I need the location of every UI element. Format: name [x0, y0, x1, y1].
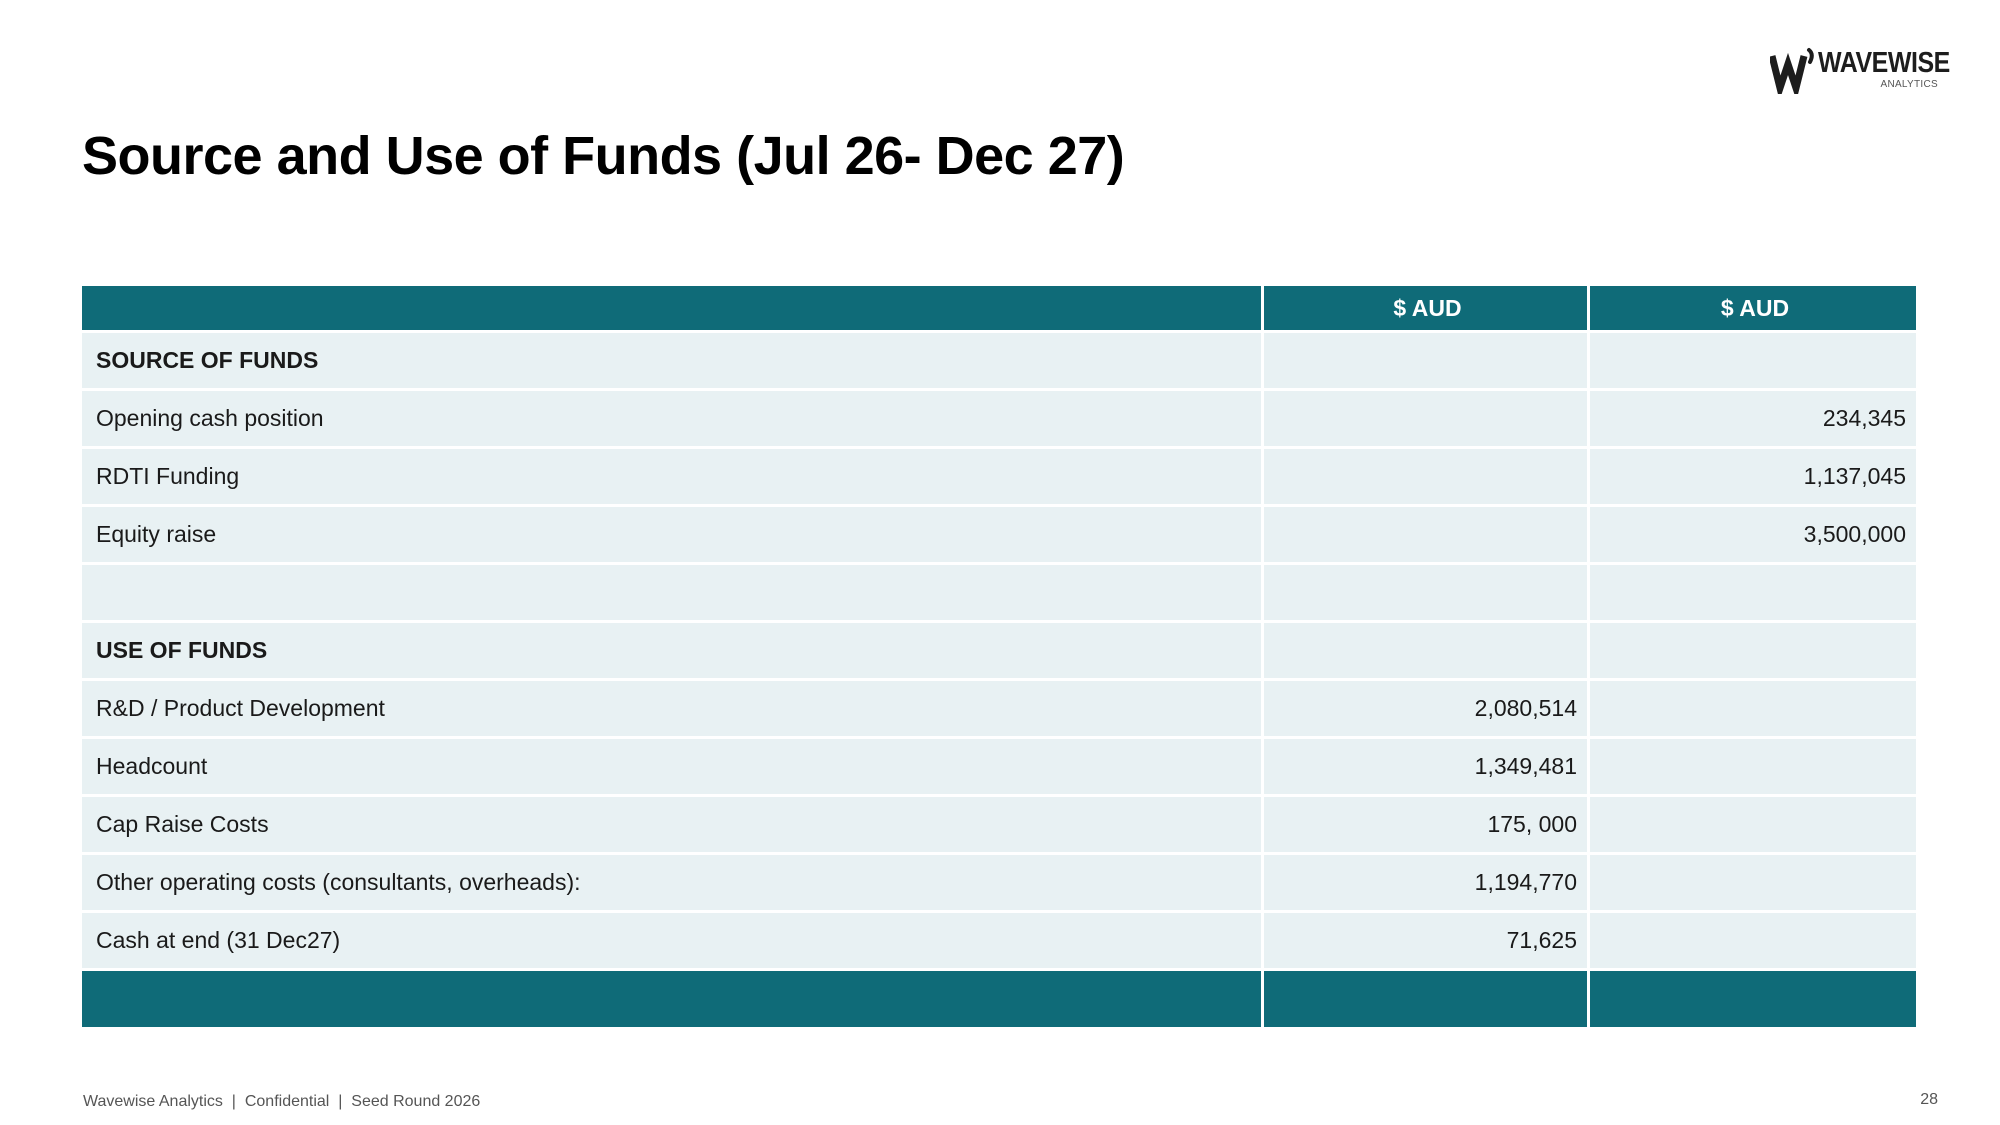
- table-cell: 1,137,045: [1590, 449, 1916, 507]
- table-row: Cap Raise Costs 175, 000: [82, 797, 1916, 855]
- logo-subtitle: ANALYTICS: [1880, 79, 1938, 90]
- table-row: Other operating costs (consultants, over…: [82, 855, 1916, 913]
- page-number: 28: [1920, 1091, 1938, 1108]
- table-cell: [1590, 681, 1916, 739]
- table-cell: [1590, 565, 1916, 623]
- row-label: Cash at end (31 Dec27): [82, 913, 1264, 971]
- table-cell: 3,500,000: [1590, 507, 1916, 565]
- footer-cell: [1264, 971, 1590, 1027]
- page-title: Source and Use of Funds (Jul 26- Dec 27): [82, 126, 1125, 186]
- footer-text: Wavewise Analytics | Confidential | Seed…: [83, 1093, 481, 1110]
- row-label: RDTI Funding: [82, 449, 1264, 507]
- table-cell: [1264, 449, 1590, 507]
- row-label: [82, 565, 1264, 623]
- section-heading-use: USE OF FUNDS: [82, 623, 1264, 681]
- table-cell: [1264, 623, 1590, 681]
- table-cell: 71,625: [1264, 913, 1590, 971]
- table-cell: [1590, 797, 1916, 855]
- table-header-row: $ AUD $ AUD: [82, 286, 1916, 333]
- table-cell: 1,194,770: [1264, 855, 1590, 913]
- table-row: Opening cash position 234,345: [82, 391, 1916, 449]
- table-footer-row: [82, 971, 1916, 1027]
- row-label: Equity raise: [82, 507, 1264, 565]
- table-row-source-heading: SOURCE OF FUNDS: [82, 333, 1916, 391]
- row-label: Opening cash position: [82, 391, 1264, 449]
- table-cell: [1590, 855, 1916, 913]
- table-row-spacer: [82, 565, 1916, 623]
- table-cell: [1264, 565, 1590, 623]
- header-aud-column-2: $ AUD: [1590, 286, 1916, 333]
- table-row: Headcount 1,349,481: [82, 739, 1916, 797]
- table-row: Cash at end (31 Dec27) 71,625: [82, 913, 1916, 971]
- header-label-cell: [82, 286, 1264, 333]
- row-label: Cap Raise Costs: [82, 797, 1264, 855]
- table-cell: [1590, 623, 1916, 681]
- table-row-use-heading: USE OF FUNDS: [82, 623, 1916, 681]
- table-cell: 2,080,514: [1264, 681, 1590, 739]
- row-label: Other operating costs (consultants, over…: [82, 855, 1264, 913]
- row-label: R&D / Product Development: [82, 681, 1264, 739]
- table-cell: [1590, 913, 1916, 971]
- table-cell: [1590, 333, 1916, 391]
- table-cell: [1264, 333, 1590, 391]
- table-cell: 234,345: [1590, 391, 1916, 449]
- footer-cell: [1590, 971, 1916, 1027]
- table-cell: 1,349,481: [1264, 739, 1590, 797]
- table-row: R&D / Product Development 2,080,514: [82, 681, 1916, 739]
- wave-logo-icon: [1770, 48, 1814, 94]
- table-cell: [1264, 507, 1590, 565]
- table-cell: [1264, 391, 1590, 449]
- table-row: Equity raise 3,500,000: [82, 507, 1916, 565]
- company-logo: WAVEWISE ANALYTICS: [1770, 46, 1950, 94]
- footer-cell: [82, 971, 1264, 1027]
- header-aud-column-1: $ AUD: [1264, 286, 1590, 333]
- row-label: Headcount: [82, 739, 1264, 797]
- section-heading-source: SOURCE OF FUNDS: [82, 333, 1264, 391]
- logo-wordmark: WAVEWISE: [1818, 47, 1950, 79]
- table-cell: [1590, 739, 1916, 797]
- table-cell: 175, 000: [1264, 797, 1590, 855]
- funds-table: $ AUD $ AUD SOURCE OF FUNDS Opening cash…: [82, 286, 1916, 1027]
- table-row: RDTI Funding 1,137,045: [82, 449, 1916, 507]
